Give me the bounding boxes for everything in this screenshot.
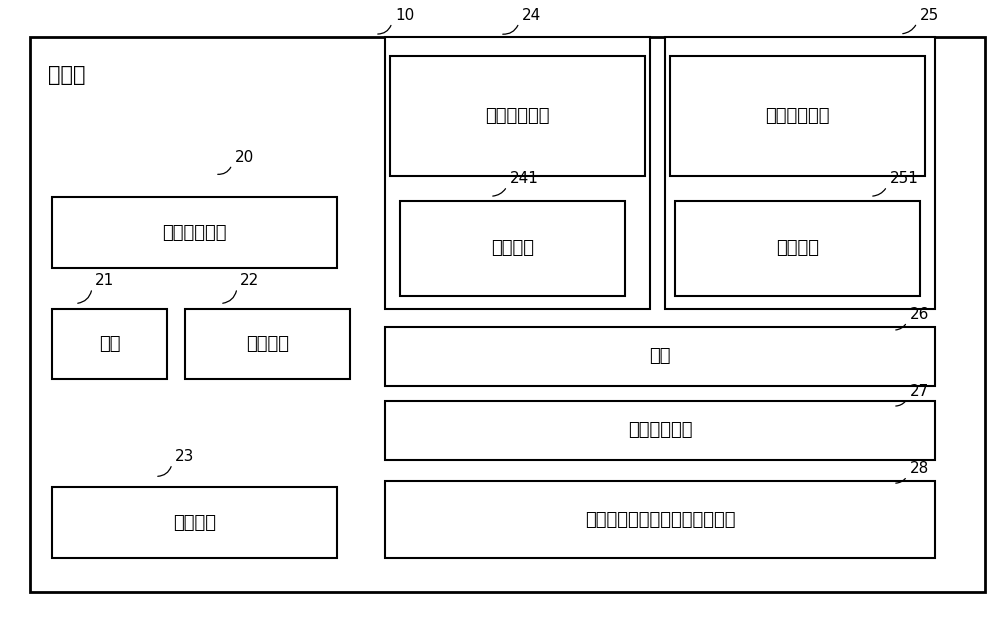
Text: 机器人: 机器人 bbox=[48, 65, 86, 85]
Text: 监控单元: 监控单元 bbox=[491, 239, 534, 257]
Text: 20: 20 bbox=[235, 150, 254, 165]
Bar bbox=[385, 327, 935, 386]
Text: 26: 26 bbox=[910, 307, 929, 322]
Text: 10: 10 bbox=[395, 8, 414, 23]
Text: 可见光摄像机: 可见光摄像机 bbox=[485, 107, 550, 125]
Text: 测温单元: 测温单元 bbox=[776, 239, 819, 257]
Bar bbox=[390, 56, 645, 176]
Text: 23: 23 bbox=[175, 449, 194, 464]
Bar bbox=[385, 37, 650, 308]
Bar bbox=[385, 401, 935, 460]
Text: 241: 241 bbox=[510, 172, 539, 186]
Text: 黑体识别模块: 黑体识别模块 bbox=[628, 421, 692, 439]
Text: 导航模块: 导航模块 bbox=[246, 335, 289, 353]
Text: 云台: 云台 bbox=[649, 347, 671, 365]
Text: 251: 251 bbox=[890, 172, 919, 186]
Text: 27: 27 bbox=[910, 384, 929, 399]
Text: 热成像摄像机: 热成像摄像机 bbox=[765, 107, 830, 125]
Bar bbox=[385, 481, 935, 558]
Bar bbox=[185, 308, 350, 379]
Bar bbox=[52, 487, 337, 558]
Text: 区域温度检测与黑体框设置模块: 区域温度检测与黑体框设置模块 bbox=[585, 511, 735, 529]
Bar bbox=[670, 56, 925, 176]
Bar bbox=[675, 201, 920, 296]
Text: 22: 22 bbox=[240, 273, 259, 288]
Text: 28: 28 bbox=[910, 462, 929, 476]
Text: 21: 21 bbox=[95, 273, 114, 288]
Bar bbox=[52, 308, 167, 379]
Bar bbox=[665, 37, 935, 308]
Text: 24: 24 bbox=[522, 8, 541, 23]
Text: 校准控制模块: 校准控制模块 bbox=[162, 224, 227, 242]
Text: 雷达: 雷达 bbox=[99, 335, 120, 353]
Bar bbox=[52, 197, 337, 268]
Text: 运动底盘: 运动底盘 bbox=[173, 514, 216, 532]
Bar bbox=[400, 201, 625, 296]
Text: 25: 25 bbox=[920, 8, 939, 23]
